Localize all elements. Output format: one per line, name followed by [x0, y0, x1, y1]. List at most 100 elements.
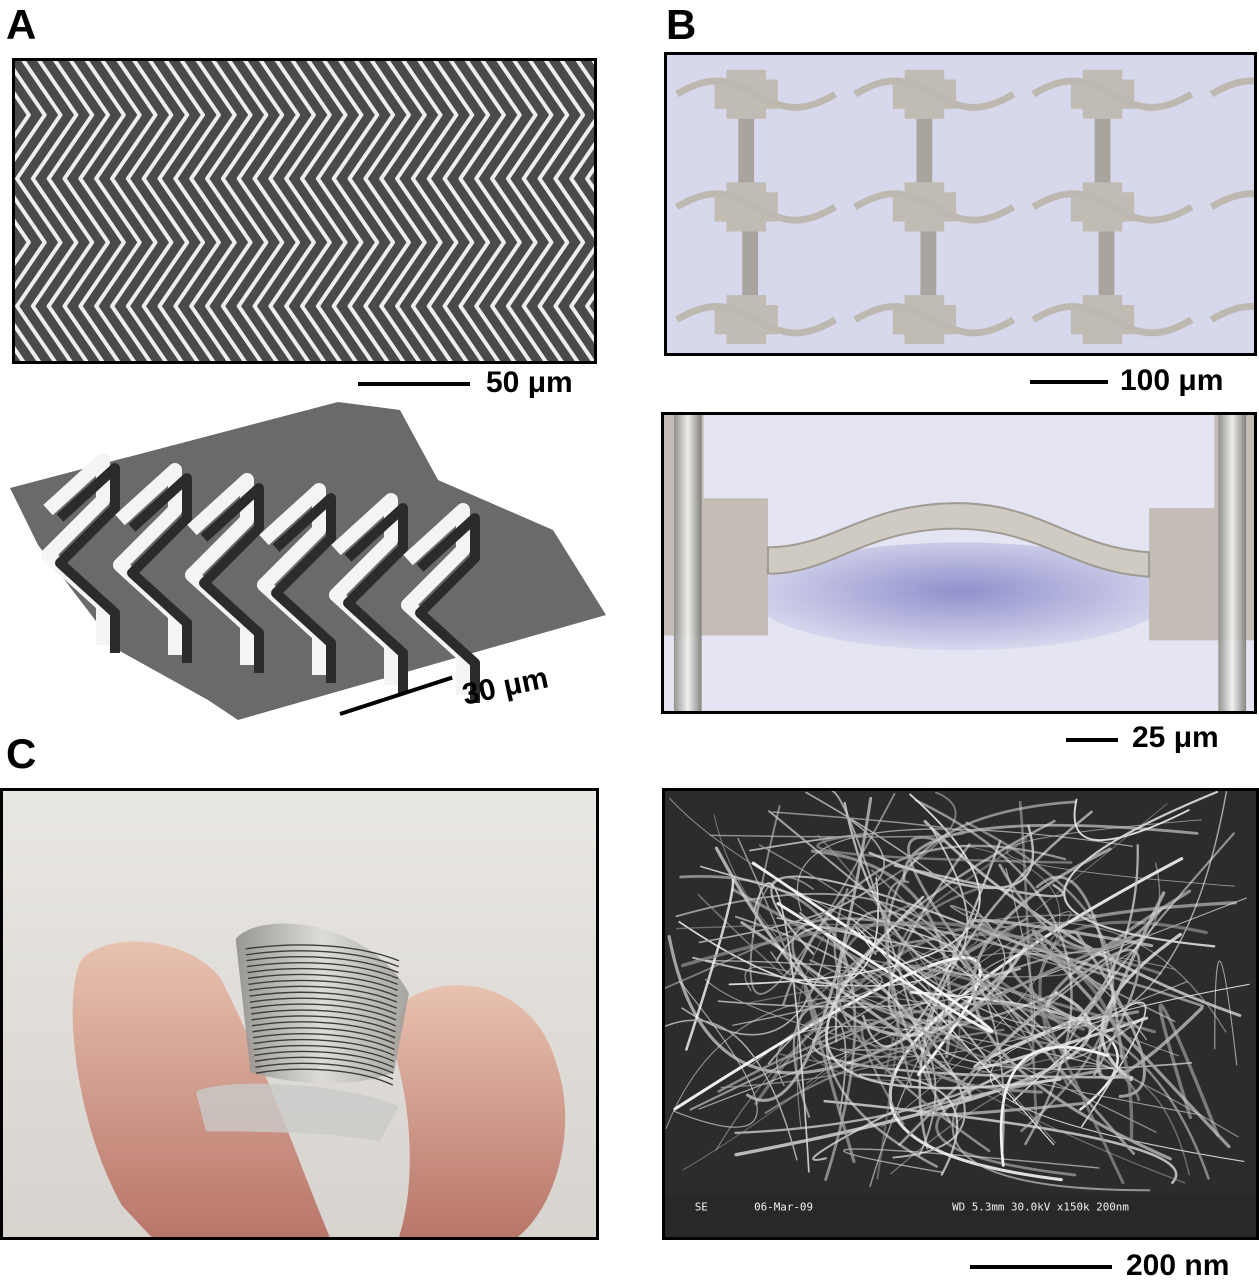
fold-ridge: [329, 493, 398, 685]
wrinkle-ridge: [62, 61, 111, 361]
electrode-line: [252, 1033, 395, 1051]
nanotube-fiber: [1074, 931, 1146, 1098]
scale-label-a-top: 50 μm: [486, 366, 573, 399]
electrode-line: [247, 967, 399, 986]
electrode-line: [248, 979, 398, 997]
nanotube-fiber: [1214, 960, 1238, 1066]
wrinkle-ridge: [537, 61, 586, 361]
serpentine-wire: [853, 303, 1016, 337]
scale-bar-sem: [970, 1265, 1112, 1269]
nanotube-fiber: [753, 882, 810, 1173]
nanotube-fiber: [704, 959, 883, 1026]
sem-date-text: 06-Mar-09: [754, 1200, 813, 1213]
electrode-line: [246, 962, 399, 980]
nanotube-fiber: [965, 821, 1115, 1133]
nanotube-fiber: [1063, 791, 1219, 948]
electrode-line: [254, 1050, 394, 1068]
nanotube-fiber: [776, 834, 940, 1068]
scale-bar-a-top: [358, 382, 470, 386]
nanotube-fiber: [681, 929, 831, 1036]
nanotube-fiber: [998, 863, 1163, 951]
electrode-line: [254, 1056, 394, 1074]
wrinkle-ridge: [220, 61, 269, 361]
wrinkle-ridge: [521, 61, 570, 361]
wrinkle-ridge: [284, 61, 332, 361]
electrode-line: [246, 956, 399, 974]
fold-ridge: [257, 483, 326, 675]
vertical-bridge: [1094, 118, 1111, 183]
nanotube-fiber: [890, 1065, 1190, 1176]
serpentine-wire: [675, 303, 838, 337]
electrode-line: [251, 1015, 396, 1033]
fold-ridge: [401, 503, 470, 695]
panel-label-a: A: [6, 1, 37, 48]
nanotube-fiber: [884, 880, 912, 1087]
nanotube-sem-micrograph: SE 06-Mar-09 WD 5.3mm 30.0kV x150k 200nm: [662, 788, 1259, 1240]
wrinkle-ridge: [553, 61, 594, 361]
scale-bar-b-bottom: [1066, 738, 1118, 742]
nanotube-fiber: [746, 796, 873, 1102]
nanotube-fiber: [1073, 798, 1190, 841]
wrinkle-ridge: [94, 61, 142, 361]
fold-shadow: [343, 503, 408, 693]
wrinkle-ridge: [252, 61, 301, 361]
nanotube-fiber: [850, 791, 1228, 1029]
vertical-bridge: [916, 118, 933, 183]
wrinkle-ridge: [15, 91, 31, 361]
vertical-bridge: [1098, 231, 1115, 296]
nanotube-fiber: [868, 824, 1035, 890]
nanotube-fiber: [698, 897, 1247, 1110]
nanotube-fiber: [1096, 891, 1204, 1080]
electrode-line: [253, 1038, 395, 1057]
wrinkle-ridge: [46, 61, 95, 361]
nanotube-fiber: [881, 844, 1061, 1128]
nanotube-fiber: [704, 978, 1202, 1116]
nanotube-fiber: [886, 800, 1077, 1123]
fold-shadow: [415, 513, 480, 703]
electrode-line: [245, 944, 400, 962]
nanotube-fiber: [717, 1002, 1210, 1180]
fold-shadow: [127, 473, 192, 663]
wrinkle-ridge: [410, 61, 459, 361]
serpentine-wire: [675, 190, 838, 224]
wrinkle-ridge: [505, 61, 554, 361]
nanotube-fiber: [843, 1148, 1100, 1174]
fold-shadow: [199, 483, 264, 673]
nanotube-fiber: [887, 843, 1059, 1031]
scale-label-sem: 200 nm: [1126, 1249, 1230, 1282]
nanotube-fiber: [1045, 889, 1192, 1021]
wrinkle-ridge: [315, 61, 364, 361]
fold-ridge: [41, 453, 110, 645]
nanotube-fiber: [949, 904, 1176, 1023]
electrode-line: [250, 1009, 397, 1027]
scale-bar-b-top: [1030, 380, 1108, 384]
vertical-bridge: [738, 118, 755, 183]
wrinkle-ridge: [474, 61, 522, 361]
wrinkle-ridge: [15, 61, 63, 361]
serpentine-wire: [1031, 303, 1194, 337]
nanotube-fiber: [792, 999, 964, 1118]
nanotube-fiber: [749, 834, 861, 852]
serpentine-wire: [1209, 303, 1254, 323]
nanotube-fiber: [935, 1075, 1077, 1177]
panel-label-c: C: [6, 730, 37, 777]
sem-mode-text: SE: [695, 1200, 708, 1213]
electrode-line: [249, 997, 397, 1015]
wrinkle-ridge: [395, 61, 443, 361]
nanotube-fiber: [803, 984, 856, 1164]
serpentine-wire: [1209, 77, 1254, 98]
nanotube-fiber: [796, 935, 1090, 1082]
electrode-line: [252, 1027, 396, 1045]
wrinkle-ridge: [300, 61, 348, 361]
wrinkle-ridge: [78, 61, 126, 361]
interconnect-closeup: [661, 412, 1257, 714]
flexible-device-photo: [0, 788, 599, 1240]
nanotube-fiber: [685, 878, 735, 1051]
electrode-line: [255, 1068, 394, 1086]
nanotube-fiber: [951, 937, 1151, 1192]
wrinkle-ridge: [189, 61, 237, 361]
electrode-line: [249, 991, 397, 1009]
fold-shadow: [55, 463, 120, 653]
wrinkle-ridge: [426, 61, 475, 361]
nanotube-fiber: [675, 923, 979, 1004]
